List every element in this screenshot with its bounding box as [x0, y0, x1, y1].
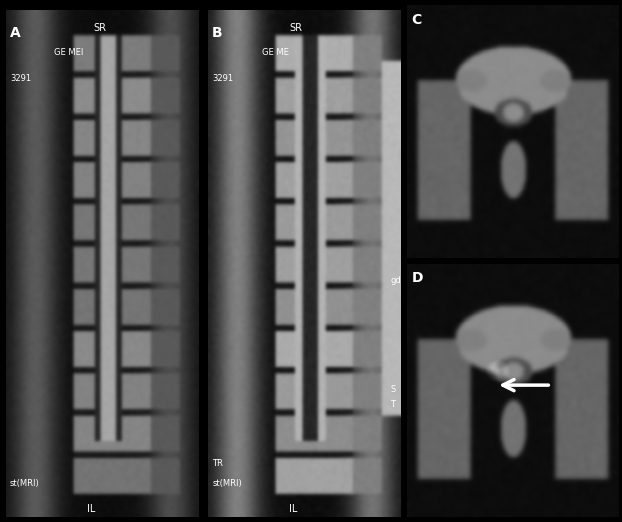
Text: B: B [212, 26, 223, 40]
Text: 3291: 3291 [212, 74, 233, 82]
Text: TR: TR [212, 458, 223, 468]
Text: st(MRI): st(MRI) [10, 479, 40, 488]
Text: IL: IL [289, 504, 298, 514]
Text: gd: gd [391, 276, 401, 285]
Text: A: A [10, 26, 21, 40]
Text: S: S [391, 385, 396, 394]
Text: D: D [412, 271, 423, 285]
Text: SR: SR [93, 23, 106, 33]
Text: IL: IL [87, 504, 96, 514]
Text: SR: SR [289, 23, 302, 33]
Text: GE MEI: GE MEI [55, 49, 84, 57]
Text: GE ME: GE ME [262, 49, 289, 57]
Text: T: T [391, 400, 396, 409]
Text: C: C [412, 13, 422, 27]
Text: 3291: 3291 [10, 74, 31, 82]
Text: st(MRI): st(MRI) [212, 479, 242, 488]
